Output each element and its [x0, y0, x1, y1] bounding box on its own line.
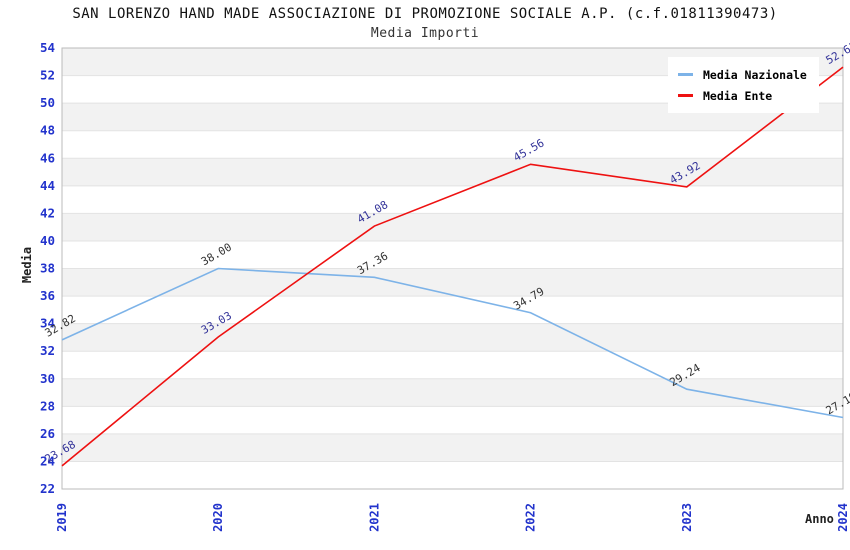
x-tick-label: 2021	[367, 503, 381, 532]
chart-subtitle: Media Importi	[370, 26, 480, 41]
chart-title: SAN LORENZO HAND MADE ASSOCIAZIONE DI PR…	[72, 6, 778, 22]
legend-item-media-ente: Media Ente	[678, 85, 807, 106]
y-tick-label: 30	[40, 371, 55, 386]
y-tick-label: 42	[40, 205, 55, 220]
plot-band	[62, 268, 843, 297]
y-axis-title: Media	[20, 246, 34, 284]
plot-band	[62, 296, 843, 324]
plot-band	[62, 130, 843, 159]
y-tick-label: 38	[40, 261, 55, 276]
x-tick-label: 2024	[836, 503, 850, 532]
y-tick-label: 32	[40, 343, 55, 358]
data-point-label: 52.61	[824, 39, 850, 67]
y-tick-label: 48	[40, 123, 55, 138]
plot-band	[62, 406, 843, 434]
y-tick-label: 52	[40, 68, 55, 83]
legend-item-media-nazionale: Media Nazionale	[678, 64, 807, 85]
plot-border	[61, 47, 844, 490]
x-tick-label: 2020	[211, 503, 225, 532]
legend-swatch-media-ente	[678, 94, 693, 97]
series-line-media-ente	[61, 66, 844, 467]
legend-swatch-media-nazionale	[678, 73, 693, 76]
plot-band	[62, 323, 843, 352]
y-tick-label: 50	[40, 95, 55, 110]
y-tick-label: 24	[40, 453, 55, 468]
y-tick-label: 44	[40, 178, 55, 193]
plot-band	[62, 378, 843, 407]
y-tick-label: 34	[40, 316, 55, 331]
series-line-media-nazionale	[61, 267, 844, 419]
y-tick-label: 22	[40, 481, 55, 496]
y-tick-label: 36	[40, 288, 55, 303]
x-axis-title: Anno	[805, 512, 834, 526]
plot-band	[62, 158, 843, 186]
x-tick-label: 2022	[524, 503, 538, 532]
legend: Media Nazionale Media Ente	[668, 57, 819, 113]
plot-band	[62, 433, 843, 462]
y-tick-label: 40	[40, 233, 55, 248]
x-tick-label: 2019	[55, 503, 69, 532]
y-tick-label: 28	[40, 398, 55, 413]
y-tick-label: 46	[40, 150, 55, 165]
legend-label-media-ente: Media Ente	[703, 88, 773, 103]
legend-label-media-nazionale: Media Nazionale	[703, 67, 807, 82]
x-tick-label: 2023	[680, 503, 694, 532]
y-tick-label: 26	[40, 426, 55, 441]
y-tick-label: 54	[40, 40, 55, 55]
plot-band	[62, 240, 843, 269]
plot-band	[62, 185, 843, 214]
plot-band	[62, 461, 843, 489]
plot-band	[62, 351, 843, 379]
plot-band	[62, 213, 843, 241]
